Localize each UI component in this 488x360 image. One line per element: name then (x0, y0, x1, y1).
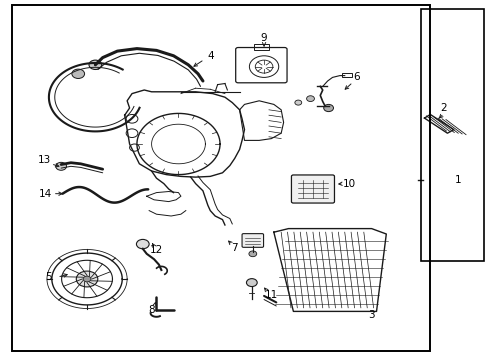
Circle shape (294, 100, 301, 105)
Bar (342, 73, 351, 77)
Text: 4: 4 (206, 51, 213, 61)
Circle shape (72, 69, 84, 78)
Text: 10: 10 (343, 179, 355, 189)
Circle shape (246, 279, 257, 287)
Bar (420, 9, 483, 261)
FancyBboxPatch shape (291, 175, 334, 203)
Text: 13: 13 (37, 155, 51, 165)
Text: 3: 3 (367, 310, 374, 320)
Bar (12, 5, 429, 351)
Circle shape (136, 239, 149, 249)
Text: 8: 8 (148, 305, 155, 315)
Text: 7: 7 (231, 243, 238, 253)
Text: 11: 11 (264, 290, 278, 300)
Text: 6: 6 (353, 72, 360, 82)
Circle shape (89, 60, 102, 69)
Circle shape (323, 104, 333, 112)
FancyBboxPatch shape (242, 234, 263, 247)
Text: 5: 5 (45, 272, 52, 282)
Text: 12: 12 (149, 245, 163, 255)
Circle shape (83, 276, 91, 282)
Bar (254, 44, 268, 50)
Text: 9: 9 (260, 33, 267, 43)
Text: 2: 2 (440, 103, 447, 113)
Text: 14: 14 (38, 189, 52, 199)
Circle shape (248, 251, 256, 257)
Text: 1: 1 (454, 175, 461, 185)
Circle shape (306, 96, 314, 102)
Circle shape (56, 162, 66, 170)
Circle shape (76, 271, 98, 287)
